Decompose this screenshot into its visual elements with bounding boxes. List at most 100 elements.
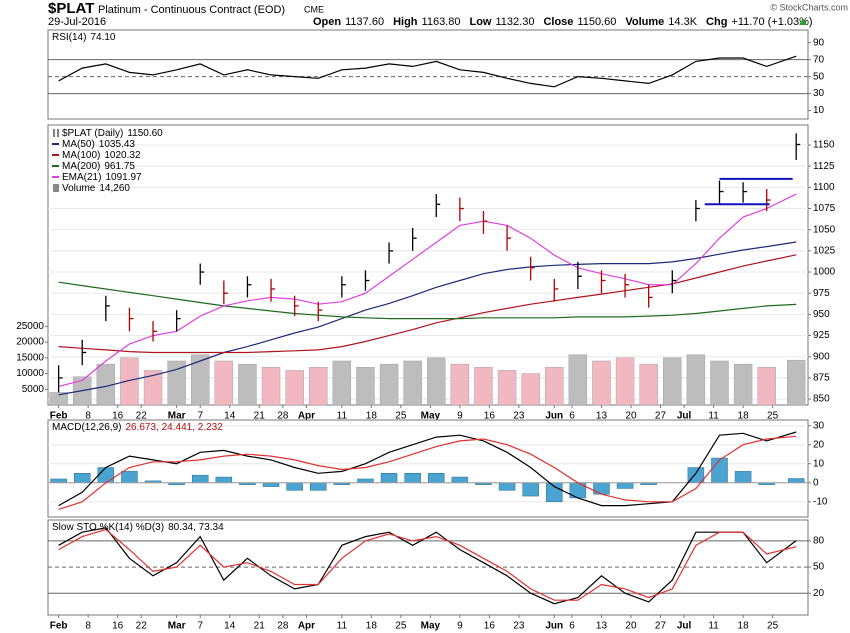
- legend-entry: $PLAT (Daily) 1150.60: [62, 128, 163, 139]
- series-line: [58, 241, 797, 396]
- x-tick-label: 14: [224, 411, 236, 422]
- histogram-bar: [262, 482, 280, 487]
- copyright: © StockCharts.com: [770, 2, 848, 12]
- series-line: [58, 281, 797, 320]
- x-tick-label: 11: [708, 411, 719, 422]
- x-tick-label: 25: [767, 411, 779, 422]
- stat-label: Volume: [625, 16, 664, 28]
- x-tick-label: 18: [738, 411, 750, 422]
- x-tick-label: Jul: [677, 621, 692, 632]
- panel: [47, 29, 809, 120]
- volume-bar: [143, 370, 163, 406]
- x-tick-label: 11: [337, 621, 348, 632]
- x-tick-label: 23: [513, 411, 525, 422]
- y2-tick-label: 20000: [16, 337, 44, 348]
- y-tick-label: 10: [813, 458, 825, 469]
- x-tick-label: Jun: [545, 621, 563, 632]
- x-tick-label: 18: [366, 621, 378, 632]
- x-tick-label: 16: [112, 411, 124, 422]
- x-tick-label: 6: [569, 411, 575, 422]
- legend-name: MA(200): [62, 161, 100, 172]
- volume-bar: [568, 354, 588, 406]
- x-tick-label: 20: [625, 411, 637, 422]
- panel: [47, 419, 809, 518]
- volume-bar: [639, 363, 658, 406]
- legend-title: RSI(14): [52, 32, 86, 43]
- histogram-bar: [380, 473, 398, 484]
- volume-bar: [733, 363, 753, 406]
- y-tick-label: 50: [813, 71, 825, 82]
- x-tick-label: 27: [655, 621, 667, 632]
- x-tick-label: Apr: [298, 411, 315, 422]
- y-tick-label: 875: [813, 373, 830, 384]
- x-tick-label: 9: [457, 621, 463, 632]
- volume-bar: [238, 363, 257, 406]
- legend-value: 1035.43: [99, 139, 136, 150]
- x-tick-label: 25: [767, 621, 779, 632]
- legend-entry: MA(50) 1035.43: [62, 139, 135, 150]
- volume-bar: [592, 360, 611, 406]
- x-tick-label: 20: [625, 621, 637, 632]
- y-tick-label: 950: [813, 309, 830, 320]
- y2-tick-label: 15000: [16, 352, 44, 363]
- stat-label: Open: [313, 16, 341, 28]
- volume-bar: [615, 357, 635, 406]
- x-tick-label: 27: [655, 411, 667, 422]
- histogram-bar: [191, 474, 209, 484]
- volume-bar: [309, 367, 328, 406]
- legend-entry: Volume 14,260: [62, 183, 130, 194]
- volume-bar: [710, 360, 729, 406]
- stat-label: Low: [469, 16, 491, 28]
- legend-swatch: [53, 184, 59, 192]
- up-arrow: [799, 18, 807, 25]
- x-tick-label: 6: [569, 621, 575, 632]
- legend-title: MACD(12,26,9): [52, 422, 121, 433]
- histogram-bar: [428, 473, 445, 484]
- histogram-bar: [286, 482, 303, 491]
- legend-entry: MACD(12,26,9) 26.673, 24.441, 2.232: [52, 422, 223, 433]
- histogram-bar: [97, 467, 115, 484]
- legend-name: Volume: [62, 183, 96, 194]
- volume-bar: [521, 373, 540, 406]
- legend-name: EMA(21): [62, 172, 101, 183]
- y-tick-label: 30: [813, 88, 825, 99]
- x-tick-label: 9: [457, 411, 463, 422]
- x-tick-label: 25: [395, 621, 407, 632]
- legend-name: $PLAT (Daily): [62, 128, 123, 139]
- x-tick-label: 18: [366, 411, 378, 422]
- legend-name: MA(50): [62, 139, 95, 150]
- x-tick-label: 16: [484, 621, 496, 632]
- x-tick-label: 8: [85, 621, 91, 632]
- histogram-bar: [215, 476, 233, 484]
- volume-bar: [686, 354, 706, 406]
- volume-bar: [120, 357, 139, 406]
- stat-label: Chg: [706, 16, 727, 28]
- x-tick-label: Feb: [50, 621, 68, 632]
- symbol: $PLAT: [48, 0, 94, 17]
- y2-tick-label: 5000: [22, 384, 45, 395]
- legend-entry: RSI(14) 74.10: [52, 32, 116, 43]
- x-tick-label: Jul: [677, 411, 692, 422]
- histogram-bar: [121, 471, 138, 484]
- x-tick-label: Feb: [50, 411, 68, 422]
- volume-bar: [261, 367, 281, 406]
- legend-value: 961.75: [104, 161, 135, 172]
- histogram-bar: [593, 482, 610, 495]
- y-tick-label: 50: [813, 562, 825, 573]
- x-tick-label: May: [421, 411, 441, 422]
- x-tick-label: 13: [596, 621, 608, 632]
- volume-bar: [786, 359, 806, 406]
- x-tick-label: 23: [513, 621, 525, 632]
- y-tick-label: -10: [813, 496, 828, 507]
- x-tick-label: 7: [197, 411, 203, 422]
- y-tick-label: 1150: [813, 140, 835, 151]
- histogram-bar: [357, 478, 374, 484]
- x-tick-label: 22: [136, 411, 148, 422]
- y-tick-label: 70: [813, 54, 825, 65]
- stat-label: Close: [543, 16, 573, 28]
- x-tick-label: 16: [112, 621, 124, 632]
- volume-bar: [49, 392, 68, 406]
- y-tick-label: 1000: [813, 267, 836, 278]
- legend-value: 14,260: [99, 183, 130, 194]
